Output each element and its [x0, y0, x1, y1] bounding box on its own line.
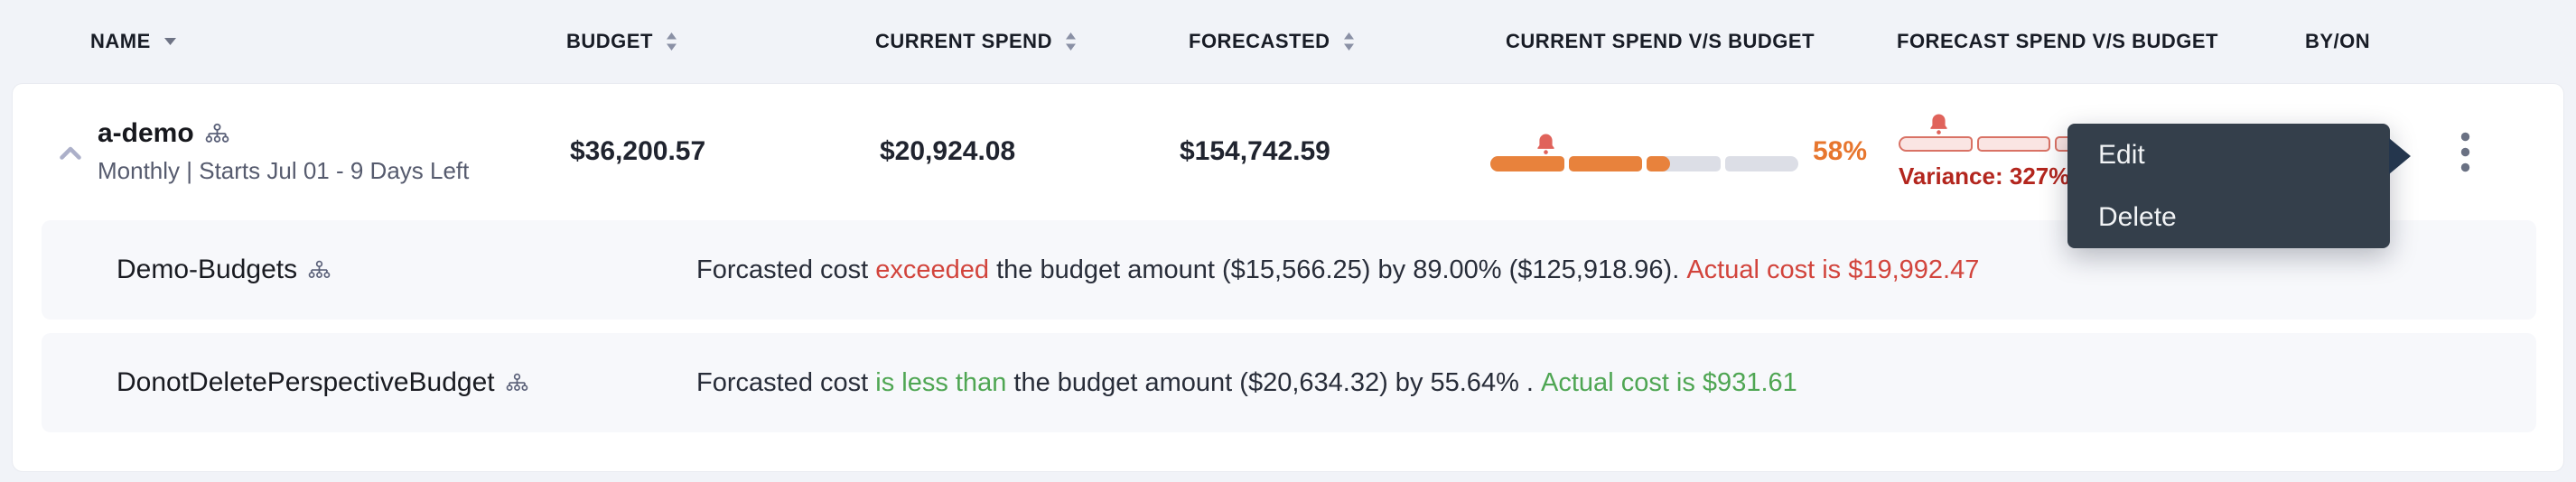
row-actions-button[interactable]: [2447, 130, 2483, 173]
current-spend-cell: $20,924.08: [880, 84, 1015, 219]
message-segment: Forcasted cost: [696, 367, 876, 397]
menu-item-edit[interactable]: Edit: [2098, 139, 2145, 170]
hierarchy-icon: [205, 123, 229, 145]
message-segment: Actual cost is $931.61: [1541, 367, 1797, 397]
column-header-label: CURRENT SPEND: [875, 30, 1052, 52]
alert-bell-icon: [1535, 133, 1556, 155]
context-menu-pointer-arrow: [2389, 138, 2411, 174]
column-header-label: NAME: [90, 30, 151, 52]
column-header-label: FORECAST SPEND V/S BUDGET: [1897, 30, 2218, 52]
budget-name-cell: a-demo Monthly | Starts Jul 01 - 9 Days …: [98, 84, 469, 219]
column-header-label: FORECASTED: [1189, 30, 1330, 52]
message-segment: Actual cost is $19,992.47: [1686, 255, 1980, 284]
sub-budget-name: DonotDeletePerspectiveBudget: [117, 367, 495, 397]
budget-name: a-demo: [98, 118, 194, 148]
column-header-current-vs-budget: CURRENT SPEND V/S BUDGET: [1506, 0, 1815, 83]
column-header-by-on: BY/ON: [2305, 0, 2370, 83]
column-header-forecasted[interactable]: FORECASTED: [1189, 0, 1355, 83]
alert-bell-icon: [1928, 113, 1949, 135]
current-vs-budget-cell: 58%: [1490, 84, 1867, 219]
sub-budget-name: Demo-Budgets: [117, 255, 298, 284]
column-header-label: BY/ON: [2305, 30, 2371, 52]
forecasted-amount: $154,742.59: [1180, 136, 1330, 166]
message-segment: the budget amount ($15,566.25) by 89.00%…: [989, 255, 1687, 284]
current-vs-budget-percent: 58%: [1813, 136, 1868, 166]
column-header-forecast-vs-budget: FORECAST SPEND V/S BUDGET: [1897, 0, 2218, 83]
collapse-row-button[interactable]: [55, 140, 86, 165]
column-header-label: BUDGET: [566, 30, 653, 52]
column-header-budget[interactable]: BUDGET: [566, 0, 677, 83]
menu-item-delete[interactable]: Delete: [2098, 201, 2177, 232]
column-header-name[interactable]: NAME: [90, 0, 177, 83]
message-segment: exceeded: [875, 255, 990, 284]
column-header-current-spend[interactable]: CURRENT SPEND: [875, 0, 1077, 83]
sort-icon[interactable]: [1343, 32, 1355, 51]
hierarchy-icon: [308, 260, 331, 281]
forecasted-cell: $154,742.59: [1180, 84, 1330, 219]
kebab-menu-icon: [2460, 132, 2470, 172]
budget-status-message: Forcasted cost exceeded the budget amoun…: [696, 220, 1979, 320]
current-vs-budget-bar: [1490, 155, 1798, 171]
budget-status-message: Forcasted cost is less than the budget a…: [696, 333, 1797, 432]
column-header-label: CURRENT SPEND V/S BUDGET: [1506, 30, 1815, 52]
sort-icon[interactable]: [1065, 32, 1077, 51]
budget-amount-cell: $36,200.57: [570, 84, 705, 219]
sort-icon[interactable]: [666, 32, 677, 51]
budget-schedule: Monthly | Starts Jul 01 - 9 Days Left: [98, 157, 470, 184]
current-spend-amount: $20,924.08: [880, 136, 1016, 166]
hierarchy-icon: [506, 373, 528, 394]
sub-budget-row: DonotDeletePerspectiveBudget Forcasted c…: [42, 333, 2536, 432]
message-segment: the budget amount ($20,634.32) by 55.64%…: [1006, 367, 1542, 397]
message-segment: is less than: [875, 367, 1007, 397]
budget-amount: $36,200.57: [570, 136, 706, 166]
filter-caret-icon[interactable]: [163, 37, 177, 46]
message-segment: Forcasted cost: [696, 255, 876, 284]
variance-label: Variance: 327%: [1899, 162, 2070, 190]
chevron-up-icon: [60, 146, 81, 160]
row-actions-context-menu: Edit Delete: [2067, 124, 2411, 248]
